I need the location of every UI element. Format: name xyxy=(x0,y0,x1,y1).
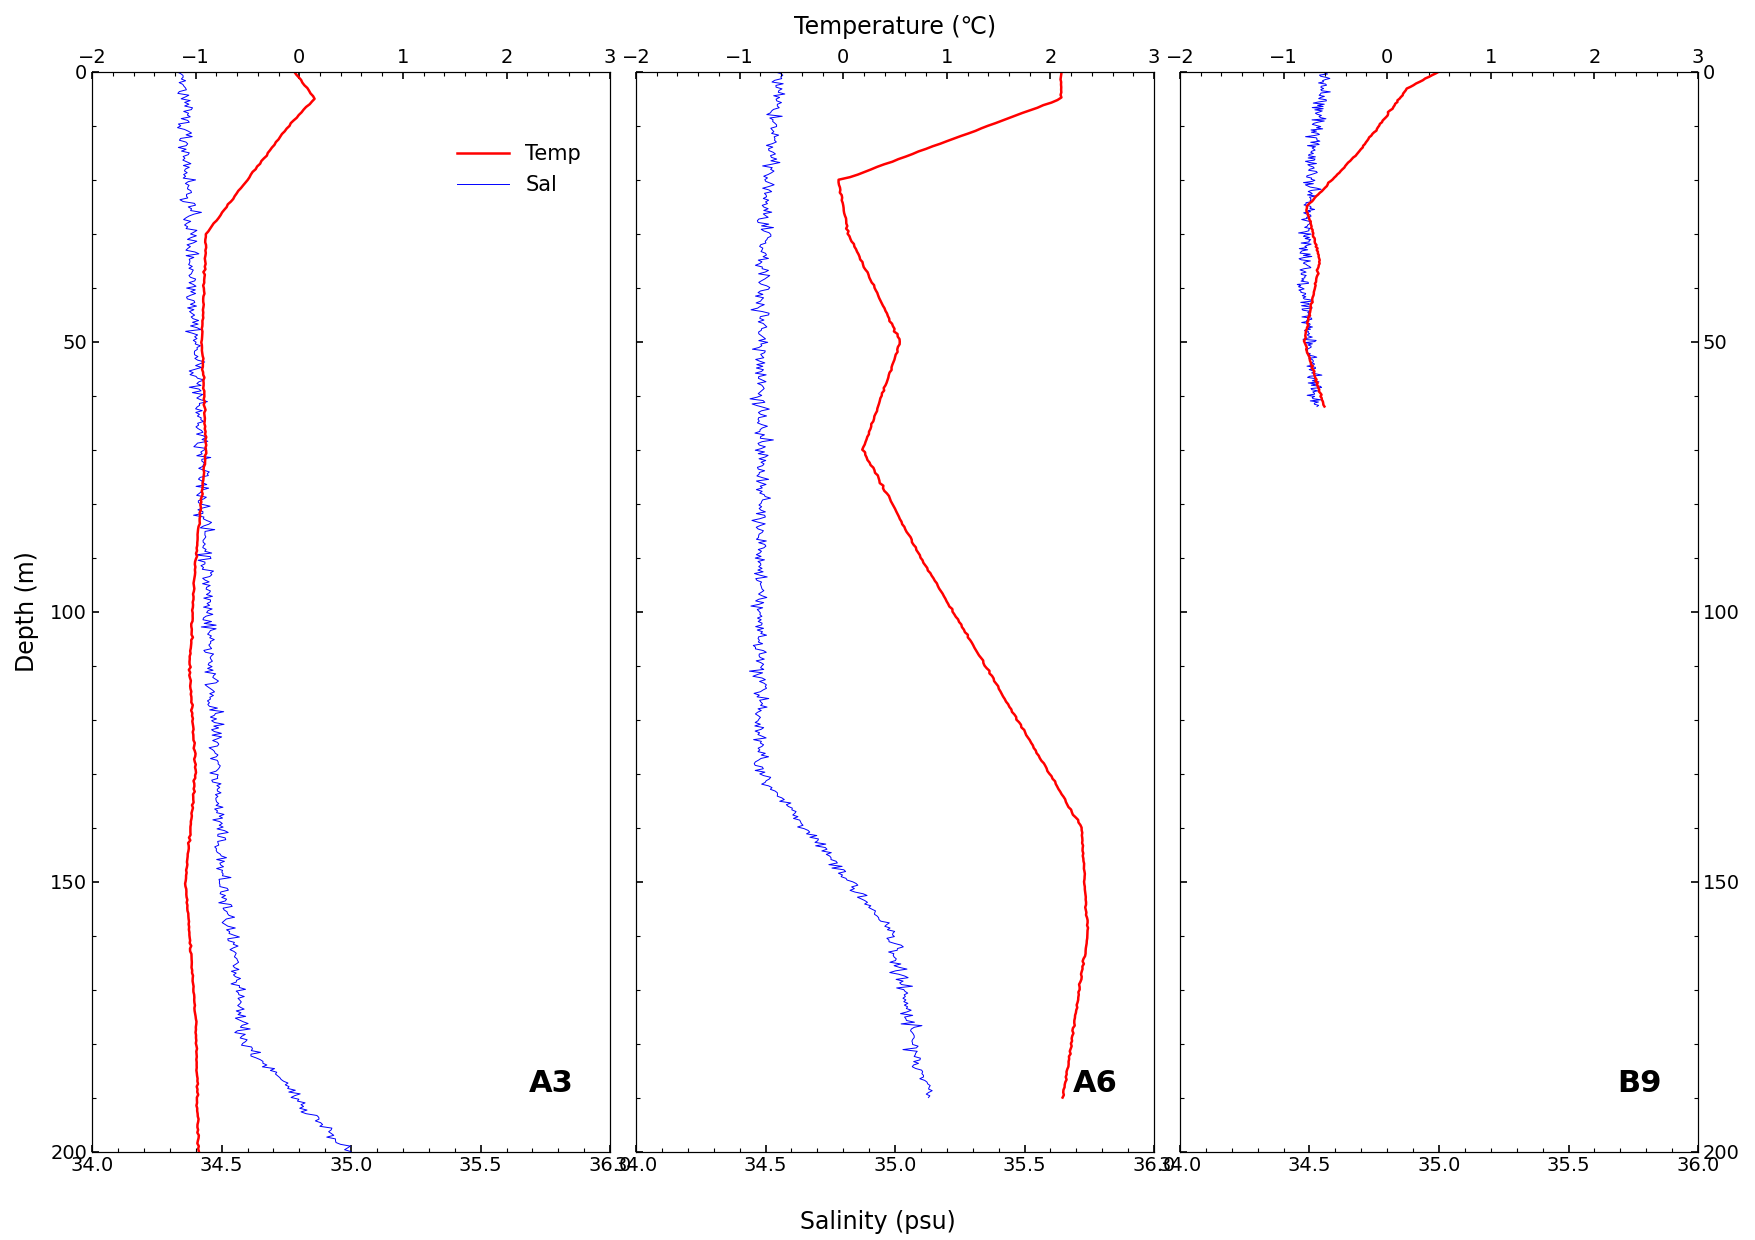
Sal xyxy=(1293,269,1314,284)
Sal xyxy=(1311,368,1332,383)
Temp xyxy=(1314,399,1336,414)
Legend: Temp, Sal: Temp, Sal xyxy=(448,136,590,203)
Sal xyxy=(918,1090,939,1105)
Sal xyxy=(816,837,837,852)
Temp xyxy=(1051,1090,1072,1105)
Sal xyxy=(748,528,769,543)
Temp xyxy=(1006,709,1027,724)
X-axis label: Temperature (℃): Temperature (℃) xyxy=(793,15,997,38)
Sal xyxy=(1290,263,1311,278)
Temp xyxy=(1339,154,1360,169)
Temp xyxy=(832,187,853,202)
Sal xyxy=(1306,399,1327,414)
Sal xyxy=(742,668,763,683)
Text: B9: B9 xyxy=(1618,1069,1662,1097)
Temp xyxy=(193,417,214,432)
Temp xyxy=(1429,64,1450,79)
Sal xyxy=(211,785,232,800)
Temp xyxy=(1362,126,1383,141)
Sal xyxy=(1322,64,1343,79)
Sal xyxy=(207,701,228,715)
Sal xyxy=(751,329,772,343)
Temp xyxy=(188,1145,209,1159)
Line: Temp: Temp xyxy=(184,72,314,1152)
Temp xyxy=(869,470,890,485)
Sal xyxy=(1313,66,1334,81)
Line: Temp: Temp xyxy=(1304,72,1439,407)
Temp xyxy=(221,195,242,210)
Temp xyxy=(1309,382,1330,397)
Temp xyxy=(177,843,198,858)
Temp xyxy=(190,492,211,507)
Line: Sal: Sal xyxy=(177,72,351,1152)
Y-axis label: Depth (m): Depth (m) xyxy=(16,552,39,672)
Temp xyxy=(184,744,205,759)
Sal xyxy=(758,749,779,764)
Temp xyxy=(1393,84,1415,99)
Sal xyxy=(1300,346,1322,361)
Sal xyxy=(209,878,230,893)
Sal xyxy=(763,64,784,79)
Temp xyxy=(1402,78,1423,93)
Text: A3: A3 xyxy=(528,1069,574,1097)
Sal xyxy=(188,553,209,568)
Line: Sal: Sal xyxy=(749,72,932,1097)
Sal xyxy=(167,64,188,79)
Sal xyxy=(340,1145,362,1159)
Line: Sal: Sal xyxy=(1297,72,1332,407)
Temp xyxy=(1051,64,1072,79)
Sal xyxy=(179,255,200,270)
Temp xyxy=(177,849,198,864)
Sal xyxy=(755,246,776,260)
Text: A6: A6 xyxy=(1072,1069,1118,1097)
Temp xyxy=(1062,805,1083,820)
Line: Temp: Temp xyxy=(839,72,1088,1097)
Sal xyxy=(186,342,207,357)
Temp xyxy=(1065,810,1086,825)
Sal xyxy=(1293,264,1314,279)
Temp xyxy=(1304,371,1325,386)
Text: Salinity (psu): Salinity (psu) xyxy=(800,1210,955,1234)
Temp xyxy=(867,398,888,413)
Temp xyxy=(284,64,305,79)
